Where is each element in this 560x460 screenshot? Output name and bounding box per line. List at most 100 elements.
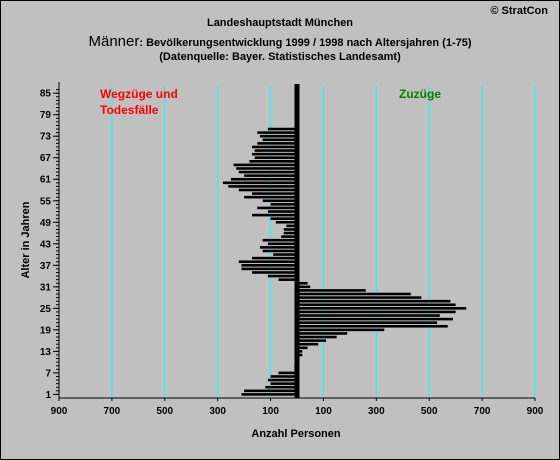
y-tick-label: 19 (40, 325, 52, 336)
bar (278, 278, 297, 281)
y-tick-label: 49 (40, 218, 52, 229)
bar (267, 274, 297, 278)
bar (267, 378, 297, 382)
bar (297, 328, 385, 332)
bar (252, 271, 297, 274)
bar (257, 142, 297, 145)
chart-title: Landeshauptstadt München (206, 17, 354, 29)
bar (252, 145, 297, 149)
bar (297, 307, 467, 310)
bar (252, 213, 297, 217)
bar (278, 371, 297, 375)
x-tick-label: 100 (315, 406, 332, 417)
y-tick-label: 25 (40, 304, 52, 315)
bar (270, 203, 297, 206)
x-tick-label: 900 (51, 406, 68, 417)
bar (283, 231, 297, 235)
bar (257, 206, 297, 210)
bar (252, 192, 297, 195)
x-axis-label: Anzahl Personen (251, 428, 341, 440)
bar (252, 256, 297, 260)
bar (297, 285, 311, 289)
bar (230, 177, 297, 181)
bar (297, 353, 303, 357)
bar (297, 324, 448, 328)
y-tick-label: 67 (40, 153, 52, 164)
bar (254, 156, 297, 160)
chart-subtitle: Männer: Bevölkerungsentwicklung 1999 / 1… (0, 33, 560, 50)
bar (270, 375, 297, 378)
bar (273, 253, 297, 256)
bar (262, 199, 297, 203)
bar (283, 228, 297, 231)
bar (297, 321, 438, 324)
bar (267, 210, 297, 213)
bar (244, 174, 297, 177)
x-tick-label: 900 (527, 406, 544, 417)
bar (297, 314, 440, 317)
y-axis-label: Alter in Jahren (20, 201, 32, 278)
bar (249, 160, 297, 163)
bar (297, 310, 456, 314)
bar (297, 332, 348, 335)
bar (228, 185, 297, 188)
annotation-zuzuege: Zuzüge (399, 87, 441, 101)
bar (267, 127, 297, 131)
bar (241, 393, 297, 396)
x-tick-label: 300 (368, 406, 385, 417)
bar (238, 188, 297, 192)
bar (254, 149, 297, 152)
bar (297, 346, 308, 350)
subtitle-description: : Bevölkerungsentwicklung 1999 / 1998 na… (139, 37, 472, 49)
bar (244, 195, 297, 199)
y-tick-label: 43 (40, 239, 52, 250)
bar (297, 299, 451, 303)
y-tick-label: 1 (45, 390, 51, 401)
x-tick-label: 300 (209, 406, 226, 417)
bar (297, 303, 456, 307)
bar (262, 138, 297, 142)
y-tick-label: 85 (40, 89, 52, 100)
x-tick-label: 700 (104, 406, 121, 417)
annotation-todesfaelle: Todesfälle (100, 103, 159, 117)
data-source-note: (Datenquelle: Bayer. Statistisches Lande… (159, 51, 401, 63)
x-axis-ticks: 900 700 500 300 100 100 300 500 700 900 (51, 398, 544, 417)
bar (257, 131, 297, 134)
y-tick-label: 31 (40, 282, 52, 293)
bar (297, 350, 303, 353)
bar (297, 281, 308, 285)
bar (238, 170, 297, 174)
axes (56, 82, 535, 399)
bar (286, 224, 297, 228)
bar (244, 389, 297, 393)
x-tick-label: 100 (262, 406, 279, 417)
y-tick-label: 61 (40, 175, 52, 186)
bar (233, 163, 297, 167)
bar (297, 342, 319, 346)
bar (270, 382, 297, 385)
x-tick-label: 700 (474, 406, 491, 417)
bar (252, 152, 297, 156)
bar (270, 217, 297, 220)
bar (241, 264, 297, 267)
bar (262, 249, 297, 253)
bar (236, 167, 297, 170)
bar (222, 181, 297, 185)
bar (281, 235, 297, 238)
y-tick-label: 55 (40, 196, 52, 207)
bars (222, 127, 467, 396)
bar (241, 267, 297, 271)
bar (259, 246, 297, 249)
y-tick-label: 73 (40, 132, 52, 143)
x-tick-label: 500 (156, 406, 173, 417)
bar (297, 339, 327, 342)
subtitle-gender: Männer (88, 33, 140, 50)
bar (267, 242, 297, 246)
zero-axis-line (294, 84, 300, 398)
x-tick-label: 500 (421, 406, 438, 417)
y-axis-ticks: 1 7 13 19 25 31 37 43 49 55 61 67 73 79 85 (40, 89, 59, 401)
bar (238, 260, 297, 264)
bar (275, 220, 297, 224)
bar (262, 238, 297, 242)
